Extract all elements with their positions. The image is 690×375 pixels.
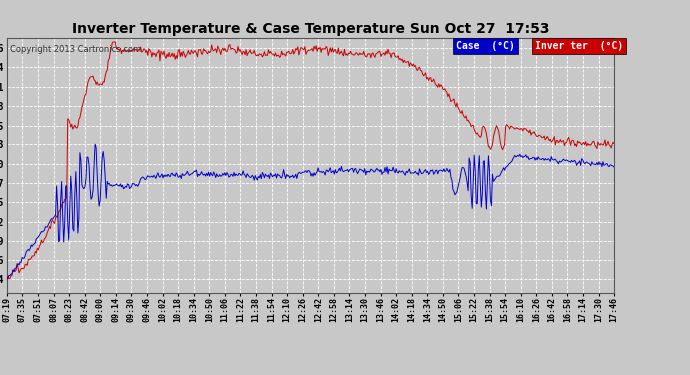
Title: Inverter Temperature & Case Temperature Sun Oct 27  17:53: Inverter Temperature & Case Temperature …	[72, 22, 549, 36]
Text: Case  (°C): Case (°C)	[456, 41, 515, 51]
Text: Copyright 2013 Cartronics.com: Copyright 2013 Cartronics.com	[10, 45, 141, 54]
Text: Inver ter  (°C): Inver ter (°C)	[535, 41, 623, 51]
